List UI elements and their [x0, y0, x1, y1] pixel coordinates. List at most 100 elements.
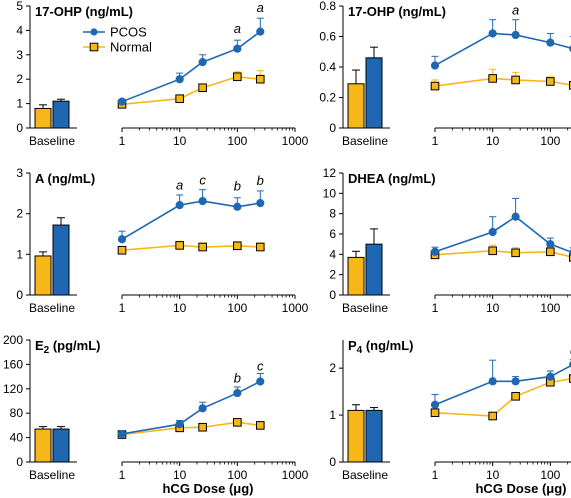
significance-annotation: a: [234, 21, 241, 36]
baseline-label: Baseline: [29, 468, 75, 482]
x-tick-label: 1000: [282, 301, 309, 315]
x-tick-label: 10: [486, 468, 500, 482]
baseline-bar-normal: [347, 409, 365, 463]
baseline-bar-pcos: [365, 57, 383, 129]
y-tick-label: 2: [329, 268, 336, 282]
legend-label-pcos: PCOS: [110, 25, 147, 40]
significance-annotation: a: [257, 0, 264, 15]
data-point-normal: [233, 241, 242, 251]
baseline-label: Baseline: [29, 134, 75, 148]
y-tick-label: 6: [329, 227, 336, 241]
data-point-pcos: [488, 29, 497, 38]
x-tick-label: 100: [540, 468, 560, 482]
legend-marker-pcos: [90, 28, 98, 36]
y-tick-label: 8: [329, 207, 336, 221]
data-point-normal: [255, 242, 265, 252]
data-point-normal: [255, 74, 265, 84]
data-point-pcos: [256, 198, 265, 208]
data-point-normal: [198, 242, 207, 252]
data-point-normal: [198, 422, 207, 432]
data-point-normal: [488, 246, 497, 256]
data-point-pcos: [175, 420, 184, 429]
data-point-pcos: [430, 400, 440, 409]
significance-annotation: b: [234, 371, 241, 386]
y-tick-label: 1: [16, 247, 23, 261]
baseline-bar-normal: [34, 107, 52, 129]
y-tick-label: 0: [329, 288, 336, 302]
x-tick-label: 10: [486, 134, 500, 148]
data-point-pcos: [198, 404, 207, 413]
y-tick-label: 0.4: [319, 60, 336, 74]
legend-label-normal: Normal: [110, 40, 152, 55]
data-point-pcos: [546, 38, 555, 47]
data-point-normal: [568, 253, 571, 262]
data-point-normal: [568, 81, 571, 90]
panel-title: 17-OHP (ng/mL): [35, 4, 133, 19]
x-tick-label: 10: [173, 468, 187, 482]
data-point-normal: [546, 77, 555, 86]
baseline-label: Baseline: [342, 134, 388, 148]
y-tick-label: 0: [329, 455, 336, 469]
data-point-pcos: [175, 75, 184, 84]
x-tick-label: 1: [119, 468, 126, 482]
y-tick-label: 0: [16, 121, 23, 135]
y-tick-label: 10: [323, 186, 337, 200]
data-point-normal: [546, 247, 555, 257]
baseline-label: Baseline: [342, 468, 388, 482]
panel-title: 17-OHP (ng/mL): [348, 4, 446, 19]
chart-panel-6: 012Baseline1101001000cP4 (ng/mL): [329, 338, 571, 482]
x-tick-label: 100: [540, 301, 560, 315]
baseline-bar-pcos: [52, 224, 70, 296]
data-point-pcos: [256, 27, 265, 36]
data-point-normal: [488, 411, 497, 421]
data-point-normal: [568, 374, 571, 383]
data-point-pcos: [117, 429, 127, 439]
y-tick-label: 12: [323, 166, 337, 180]
y-tick-label: 0: [16, 455, 23, 469]
x-tick-label: 10: [173, 134, 187, 148]
x-tick-label: 1: [432, 468, 439, 482]
significance-annotation: a: [176, 177, 183, 192]
data-point-normal: [511, 248, 520, 258]
data-point-pcos: [198, 196, 207, 206]
baseline-bar-pcos: [365, 243, 383, 296]
baseline-bar-normal: [34, 255, 52, 296]
chart-panel-1: 0 1 2 3 4 5 Baseline 1 10 100 1000 a a 17-OHP (ng/mL)…: [16, 0, 308, 148]
y-tick-label: 0.2: [319, 91, 336, 105]
data-point-pcos: [256, 377, 265, 386]
data-point-normal: [233, 418, 242, 427]
data-point-normal: [430, 408, 440, 418]
baseline-bar-pcos: [52, 428, 70, 463]
data-point-normal: [233, 72, 242, 82]
data-point-pcos: [511, 30, 520, 40]
chart-panel-2: 00.20.40.60.8Baseline1101001000a17-OHP (…: [319, 0, 571, 148]
y-tick-label: 0: [329, 121, 336, 135]
data-point-normal: [488, 74, 497, 83]
y-tick-label: 160: [3, 357, 23, 371]
y-tick-label: 40: [10, 431, 24, 445]
x-tick-label: 1: [119, 301, 126, 315]
data-point-normal: [511, 392, 520, 401]
data-point-pcos: [117, 97, 127, 106]
y-tick-label: 1: [16, 97, 23, 111]
data-point-pcos: [488, 377, 497, 386]
significance-annotation: a: [512, 2, 519, 17]
panel-title: DHEA (ng/mL): [348, 171, 436, 186]
baseline-label: Baseline: [342, 301, 388, 315]
x-tick-label: 1000: [282, 468, 309, 482]
significance-annotation: b: [234, 178, 241, 193]
x-tick-label: 10: [486, 301, 500, 315]
y-tick-label: 0: [16, 288, 23, 302]
data-point-pcos: [233, 44, 242, 53]
panel-title: E2 (pg/mL): [35, 338, 101, 356]
significance-annotation: b: [257, 173, 264, 188]
y-tick-label: 80: [10, 406, 24, 420]
panel-title: P4 (ng/mL): [348, 338, 414, 356]
y-tick-label: 3: [16, 166, 23, 180]
y-tick-label: 3: [16, 48, 23, 62]
x-tick-label: 1: [119, 134, 126, 148]
y-tick-label: 4: [329, 247, 336, 261]
x-tick-label: 1: [432, 134, 439, 148]
data-point-pcos: [430, 247, 440, 256]
